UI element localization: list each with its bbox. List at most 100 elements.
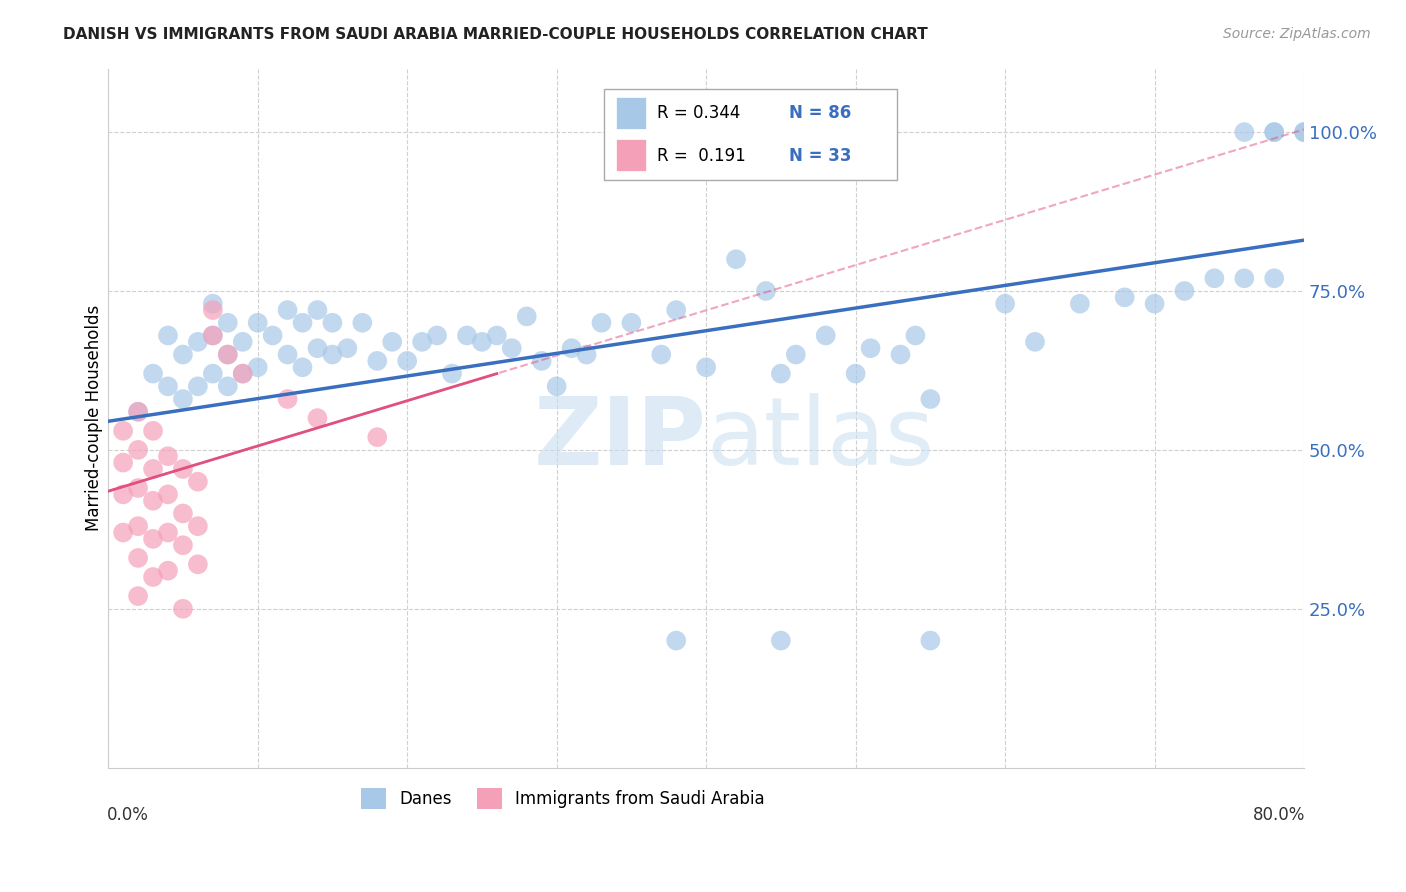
Point	[232, 367, 254, 381]
Point	[485, 328, 508, 343]
Point	[142, 493, 165, 508]
Point	[172, 507, 194, 521]
Point	[1233, 125, 1256, 139]
Point	[1263, 271, 1285, 285]
Point	[201, 328, 224, 343]
Point	[127, 481, 149, 495]
Point	[307, 303, 329, 318]
Point	[217, 316, 239, 330]
Point	[516, 310, 538, 324]
Point	[920, 392, 942, 406]
Point	[127, 551, 149, 566]
Point	[112, 487, 135, 501]
Point	[381, 334, 404, 349]
Point	[187, 475, 209, 489]
Point	[665, 633, 688, 648]
Point	[172, 392, 194, 406]
Point	[440, 367, 463, 381]
Point	[1263, 125, 1285, 139]
Text: DANISH VS IMMIGRANTS FROM SAUDI ARABIA MARRIED-COUPLE HOUSEHOLDS CORRELATION CHA: DANISH VS IMMIGRANTS FROM SAUDI ARABIA M…	[63, 27, 928, 42]
Point	[127, 405, 149, 419]
Point	[156, 525, 179, 540]
Point	[994, 296, 1017, 310]
Point	[172, 602, 194, 616]
Point	[1069, 296, 1091, 310]
Point	[142, 570, 165, 584]
Point	[920, 633, 942, 648]
Point	[246, 360, 269, 375]
Point	[142, 532, 165, 546]
Point	[695, 360, 717, 375]
Point	[127, 519, 149, 533]
Point	[755, 284, 778, 298]
Point	[321, 316, 343, 330]
Point	[1263, 125, 1285, 139]
Point	[156, 487, 179, 501]
Point	[471, 334, 494, 349]
Point	[1294, 125, 1316, 139]
Point	[426, 328, 449, 343]
Point	[156, 328, 179, 343]
Point	[127, 442, 149, 457]
Point	[201, 367, 224, 381]
Point	[187, 558, 209, 572]
Point	[814, 328, 837, 343]
Legend: Danes, Immigrants from Saudi Arabia: Danes, Immigrants from Saudi Arabia	[354, 781, 770, 815]
Text: 80.0%: 80.0%	[1253, 806, 1305, 824]
Point	[142, 424, 165, 438]
Point	[307, 411, 329, 425]
Point	[352, 316, 374, 330]
Point	[246, 316, 269, 330]
Point	[1114, 290, 1136, 304]
Point	[262, 328, 284, 343]
Point	[411, 334, 433, 349]
Point	[396, 354, 419, 368]
Point	[277, 303, 299, 318]
Point	[561, 341, 583, 355]
Point	[785, 347, 807, 361]
Point	[201, 296, 224, 310]
Point	[769, 367, 792, 381]
Point	[201, 303, 224, 318]
Text: Source: ZipAtlas.com: Source: ZipAtlas.com	[1223, 27, 1371, 41]
Point	[201, 328, 224, 343]
Point	[112, 525, 135, 540]
Point	[127, 589, 149, 603]
Point	[904, 328, 927, 343]
Point	[156, 379, 179, 393]
Point	[889, 347, 911, 361]
Point	[724, 252, 747, 267]
Text: atlas: atlas	[706, 393, 935, 485]
Point	[1204, 271, 1226, 285]
Point	[530, 354, 553, 368]
Point	[591, 316, 613, 330]
Point	[501, 341, 523, 355]
Point	[620, 316, 643, 330]
Point	[217, 347, 239, 361]
Point	[187, 519, 209, 533]
Point	[769, 633, 792, 648]
Point	[127, 405, 149, 419]
Point	[845, 367, 868, 381]
Point	[1233, 271, 1256, 285]
Point	[546, 379, 568, 393]
Point	[336, 341, 359, 355]
Point	[1143, 296, 1166, 310]
Point	[172, 347, 194, 361]
Point	[665, 303, 688, 318]
Point	[277, 392, 299, 406]
Point	[187, 334, 209, 349]
Point	[366, 430, 388, 444]
Point	[859, 341, 882, 355]
Point	[172, 538, 194, 552]
Point	[232, 334, 254, 349]
Point	[112, 424, 135, 438]
Point	[291, 360, 314, 375]
Point	[366, 354, 388, 368]
Text: ZIP: ZIP	[533, 393, 706, 485]
Point	[1173, 284, 1195, 298]
Point	[575, 347, 598, 361]
Point	[321, 347, 343, 361]
Point	[232, 367, 254, 381]
Point	[1024, 334, 1046, 349]
